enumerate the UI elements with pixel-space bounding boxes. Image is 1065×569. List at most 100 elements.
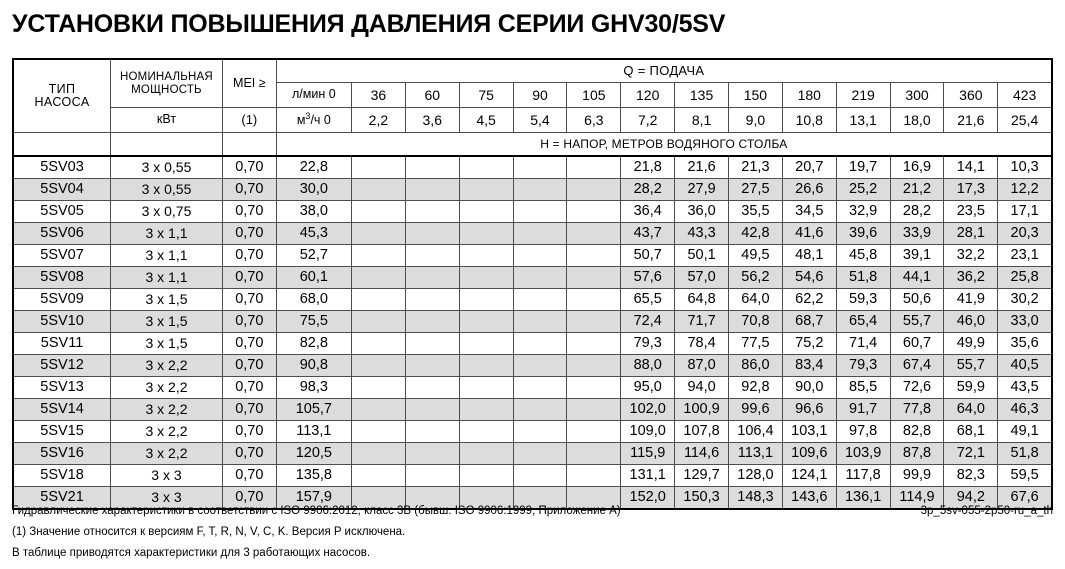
- cell-head: 19,7: [835, 155, 891, 179]
- cell-head: 50,1: [674, 244, 729, 267]
- footnotes: Гидравлические характеристики в соответс…: [12, 505, 1053, 569]
- cell-head: [350, 464, 406, 487]
- cell-mei: 0,70: [221, 155, 277, 179]
- cell-head: 62,2: [781, 288, 837, 311]
- cell-mei: 0,70: [221, 244, 277, 267]
- header-mei: MEI ≥: [221, 58, 277, 108]
- cell-head: 55,7: [889, 310, 945, 333]
- cell-head: 40,5: [997, 354, 1053, 377]
- cell-head: [458, 398, 514, 421]
- table-row: 5SV04 3 x 0,55 0,70 30,0 28,2 27,9 27,5 26,6 25,…: [12, 178, 1053, 201]
- cell-head: 49,1: [997, 420, 1053, 443]
- table-row: 5SV03 3 x 0,55 0,70 22,8 21,8 21,6 21,3 20,7 19,…: [12, 155, 1053, 179]
- header-row-flow-m3h: кВт (1) м3/ч 0 2,2 3,6 4,5 5,4 6,3 7,2 8…: [13, 107, 1053, 133]
- cell-head: 51,8: [997, 442, 1053, 465]
- cell-head: [458, 486, 514, 510]
- cell-head: 124,1: [781, 464, 837, 487]
- cell-head: 36,2: [943, 266, 999, 289]
- cell-head: 57,6: [620, 266, 676, 289]
- cell-head: 83,4: [781, 354, 837, 377]
- header-flow-lpm-cell: 423: [997, 82, 1053, 108]
- header-flow-lpm-cell: 105: [566, 82, 622, 108]
- cell-pump-type: 5SV12: [12, 354, 112, 377]
- cell-head: 17,1: [997, 200, 1053, 223]
- header-unit-lpm-label: л/мин: [292, 87, 326, 102]
- page-title: УСТАНОВКИ ПОВЫШЕНИЯ ДАВЛЕНИЯ СЕРИИ GHV30…: [12, 10, 726, 38]
- cell-head: [566, 420, 622, 443]
- cell-mei: 0,70: [221, 332, 277, 355]
- cell-head: [350, 244, 406, 267]
- header-flow-lpm-cell: 75: [458, 82, 514, 108]
- cell-head: 49,9: [943, 332, 999, 355]
- cell-head: 44,1: [889, 266, 945, 289]
- header-flow-lpm-cell: 360: [943, 82, 999, 108]
- cell-head: 106,4: [727, 420, 783, 443]
- table-row: 5SV07 3 x 1,1 0,70 52,7 50,7 50,1 49,5 48,1 45,8…: [12, 244, 1053, 267]
- cell-head-at-0: 60,1: [275, 266, 352, 289]
- cell-head: 67,4: [889, 354, 945, 377]
- cell-head: 27,9: [674, 178, 729, 201]
- cell-head: [404, 244, 460, 267]
- cell-head: [404, 222, 460, 245]
- cell-head: 129,7: [674, 464, 729, 487]
- cell-head: 34,5: [781, 200, 837, 223]
- header-flow-m3h-cell: 13,1: [835, 107, 891, 133]
- cell-head: 39,6: [835, 222, 891, 245]
- cell-head: 70,8: [727, 310, 783, 333]
- cell-head: 41,9: [943, 288, 999, 311]
- cell-head: [458, 376, 514, 399]
- cell-head: 102,0: [620, 398, 676, 421]
- cell-head-at-0: 105,7: [275, 398, 352, 421]
- cell-head: [350, 178, 406, 201]
- cell-head: [512, 442, 568, 465]
- cell-head: 64,8: [674, 288, 729, 311]
- cell-mei: 0,70: [221, 178, 277, 201]
- footnote-pumps-note: В таблице приводятся характеристики для …: [12, 547, 371, 559]
- cell-head: [404, 354, 460, 377]
- cell-head: 90,0: [781, 376, 837, 399]
- cell-rated-power: 3 x 1,1: [110, 244, 223, 267]
- cell-pump-type: 5SV06: [12, 222, 112, 245]
- cell-head: [350, 310, 406, 333]
- cell-head: 67,6: [997, 486, 1053, 510]
- cell-pump-type: 5SV13: [12, 376, 112, 399]
- cell-head: 30,2: [997, 288, 1053, 311]
- table-header: ТИП НАСОСА НОМИНАЛЬНАЯ МОЩНОСТЬ MEI ≥ Q …: [12, 58, 1053, 157]
- cell-head: [350, 155, 406, 179]
- cell-rated-power: 3 x 0,55: [110, 178, 223, 201]
- cell-head: 17,3: [943, 178, 999, 201]
- cell-head: [512, 398, 568, 421]
- cell-head: 23,1: [997, 244, 1053, 267]
- cell-head: 143,6: [781, 486, 837, 510]
- cell-pump-type: 5SV15: [12, 420, 112, 443]
- cell-mei: 0,70: [221, 464, 277, 487]
- cell-head: 49,5: [727, 244, 783, 267]
- cell-head: 59,9: [943, 376, 999, 399]
- cell-head: 21,6: [674, 155, 729, 179]
- cell-head: 128,0: [727, 464, 783, 487]
- header-flow-m3h-cell: 6,3: [566, 107, 622, 133]
- header-unit-m3h-label: м: [296, 113, 306, 128]
- cell-head: [512, 464, 568, 487]
- cell-head: 20,3: [997, 222, 1053, 245]
- cell-head: [566, 222, 622, 245]
- cell-head: [512, 310, 568, 333]
- cell-head: [458, 155, 514, 179]
- header-power-unit: кВт: [110, 107, 223, 133]
- cell-head: 65,4: [835, 310, 891, 333]
- cell-head: 77,8: [889, 398, 945, 421]
- cell-mei: 0,70: [221, 222, 277, 245]
- cell-head: [512, 155, 568, 179]
- cell-head-at-0: 82,8: [275, 332, 352, 355]
- cell-mei: 0,70: [221, 376, 277, 399]
- header-unit-lpm: л/мин 0: [275, 82, 352, 108]
- cell-head: 55,7: [943, 354, 999, 377]
- header-rated-power-line2: МОЩНОСТЬ: [131, 83, 202, 96]
- cell-head-at-0: 135,8: [275, 464, 352, 487]
- header-unit-m3h-suffix: /ч: [310, 113, 321, 128]
- cell-rated-power: 3 x 1,5: [110, 332, 223, 355]
- document-code: 3p_5sv-055-2p50-ru_a_th: [920, 505, 1053, 517]
- cell-head-at-0: 90,8: [275, 354, 352, 377]
- cell-pump-type: 5SV05: [12, 200, 112, 223]
- header-mei-note: (1): [221, 107, 277, 133]
